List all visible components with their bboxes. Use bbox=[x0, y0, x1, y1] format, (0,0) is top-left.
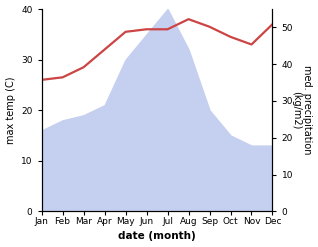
X-axis label: date (month): date (month) bbox=[118, 231, 196, 242]
Y-axis label: med. precipitation
(kg/m2): med. precipitation (kg/m2) bbox=[291, 65, 313, 155]
Y-axis label: max temp (C): max temp (C) bbox=[5, 76, 16, 144]
